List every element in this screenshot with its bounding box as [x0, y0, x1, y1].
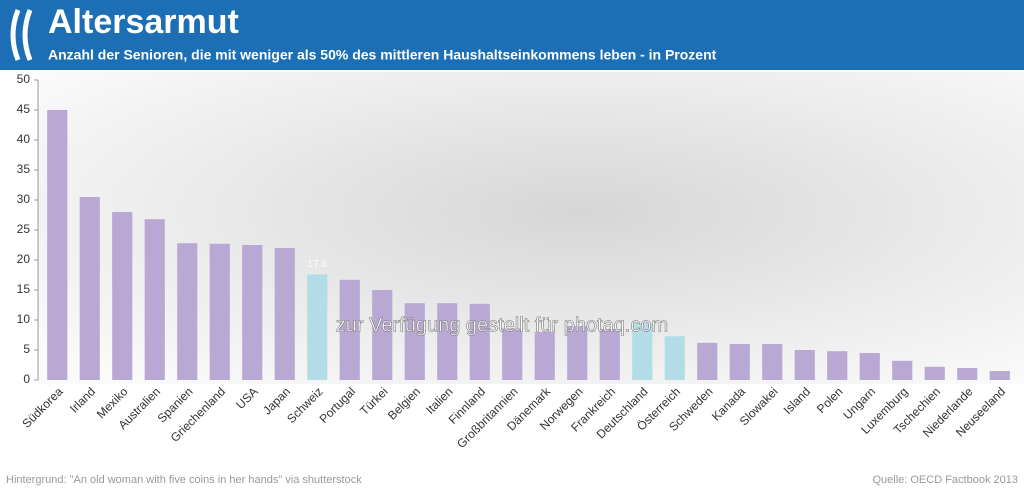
bar [404, 303, 425, 380]
bar [307, 274, 328, 380]
y-tick-label: 15 [17, 282, 31, 296]
bar [892, 360, 913, 380]
bar [47, 110, 68, 380]
y-tick-label: 25 [17, 222, 31, 236]
bar [372, 290, 393, 380]
bar [469, 303, 490, 380]
watermark: zur Verfügung gestellt für photaq.com [336, 314, 668, 336]
y-tick-label: 40 [17, 132, 31, 146]
bar [112, 212, 133, 380]
credit: Hintergrund: "An old woman with five coi… [6, 474, 362, 486]
data-label: 17.6 [308, 259, 328, 270]
bar [209, 243, 230, 380]
bar [599, 329, 620, 380]
bar [502, 328, 523, 380]
bar [957, 368, 978, 380]
bar [664, 336, 685, 380]
bar [534, 332, 555, 380]
bar [567, 326, 588, 380]
y-tick-label: 5 [23, 342, 30, 356]
bar [794, 350, 815, 380]
y-tick-label: 30 [17, 192, 31, 206]
header [0, 0, 1024, 70]
bar [989, 371, 1010, 380]
y-tick-label: 10 [17, 312, 31, 326]
bar [274, 248, 295, 380]
logo [10, 9, 33, 61]
bar [632, 323, 653, 380]
bar [79, 197, 100, 380]
y-tick-label: 35 [17, 162, 31, 176]
bar [762, 344, 783, 380]
bar [177, 243, 198, 380]
bar [144, 219, 165, 380]
chart-subtitle: Anzahl der Senioren, die mit weniger als… [48, 47, 717, 63]
y-tick-label: 50 [17, 72, 31, 86]
bar [339, 279, 360, 380]
y-tick-label: 0 [23, 372, 30, 386]
bar [437, 303, 458, 380]
bar [242, 245, 263, 380]
bar [697, 342, 718, 380]
chart-title: Altersarmut [48, 3, 239, 41]
bar [729, 344, 750, 380]
y-tick-label: 45 [17, 102, 31, 116]
plot-background [38, 72, 1024, 384]
y-tick-label: 20 [17, 252, 31, 266]
bar [924, 366, 945, 380]
bar [827, 351, 848, 380]
bar [859, 353, 880, 380]
source: Quelle: OECD Factbook 2013 [872, 474, 1018, 486]
